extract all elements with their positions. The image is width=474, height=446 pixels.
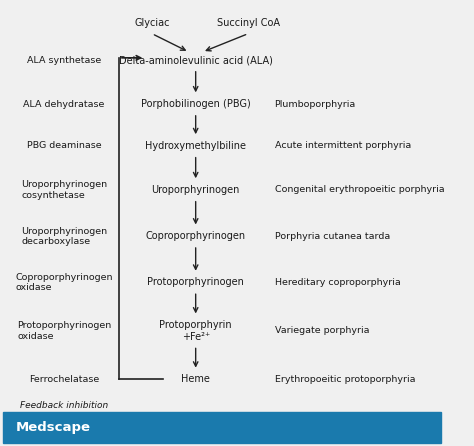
- Text: Uroporphyrinogen: Uroporphyrinogen: [152, 185, 240, 195]
- Text: Medscape: Medscape: [16, 421, 91, 434]
- Text: PBG deaminase: PBG deaminase: [27, 141, 101, 150]
- Bar: [3, 413, 441, 443]
- Text: Hereditary coproporphyria: Hereditary coproporphyria: [274, 278, 401, 287]
- Text: Protoporphyrinogen
oxidase: Protoporphyrinogen oxidase: [17, 321, 111, 341]
- Text: Coproporphyrinogen: Coproporphyrinogen: [146, 231, 246, 241]
- Text: ALA synthetase: ALA synthetase: [27, 56, 101, 65]
- Text: Erythropoeitic protoporphyria: Erythropoeitic protoporphyria: [274, 375, 415, 384]
- Text: Heme: Heme: [181, 374, 210, 384]
- Text: Protoporphyrinogen: Protoporphyrinogen: [147, 277, 244, 288]
- Text: ALA dehydratase: ALA dehydratase: [24, 99, 105, 108]
- Text: Feedback inhibition: Feedback inhibition: [20, 401, 109, 410]
- Text: Coproporphyrinogen
oxidase: Coproporphyrinogen oxidase: [16, 273, 113, 292]
- Text: Acute intermittent porphyria: Acute intermittent porphyria: [274, 141, 411, 150]
- Text: Hydroxymethylbiline: Hydroxymethylbiline: [145, 141, 246, 151]
- Text: Delta-aminolevulinic acid (ALA): Delta-aminolevulinic acid (ALA): [119, 55, 273, 65]
- Text: Protoporphyrin
+Fe²⁺: Protoporphyrin +Fe²⁺: [159, 320, 232, 342]
- Text: Ferrochelatase: Ferrochelatase: [29, 375, 99, 384]
- Text: Plumboporphyria: Plumboporphyria: [274, 99, 356, 108]
- Text: Congenital erythropoeitic porphyria: Congenital erythropoeitic porphyria: [274, 186, 444, 194]
- Text: Uroporphyrinogen
cosynthetase: Uroporphyrinogen cosynthetase: [21, 180, 107, 200]
- Text: Variegate porphyria: Variegate porphyria: [274, 326, 369, 335]
- Text: Uroporphyrinogen
decarboxylase: Uroporphyrinogen decarboxylase: [21, 227, 107, 246]
- Text: Glyciac: Glyciac: [134, 17, 170, 28]
- Text: Porphyria cutanea tarda: Porphyria cutanea tarda: [274, 232, 390, 241]
- Text: Porphobilinogen (PBG): Porphobilinogen (PBG): [141, 99, 251, 109]
- Text: Succinyl CoA: Succinyl CoA: [217, 17, 280, 28]
